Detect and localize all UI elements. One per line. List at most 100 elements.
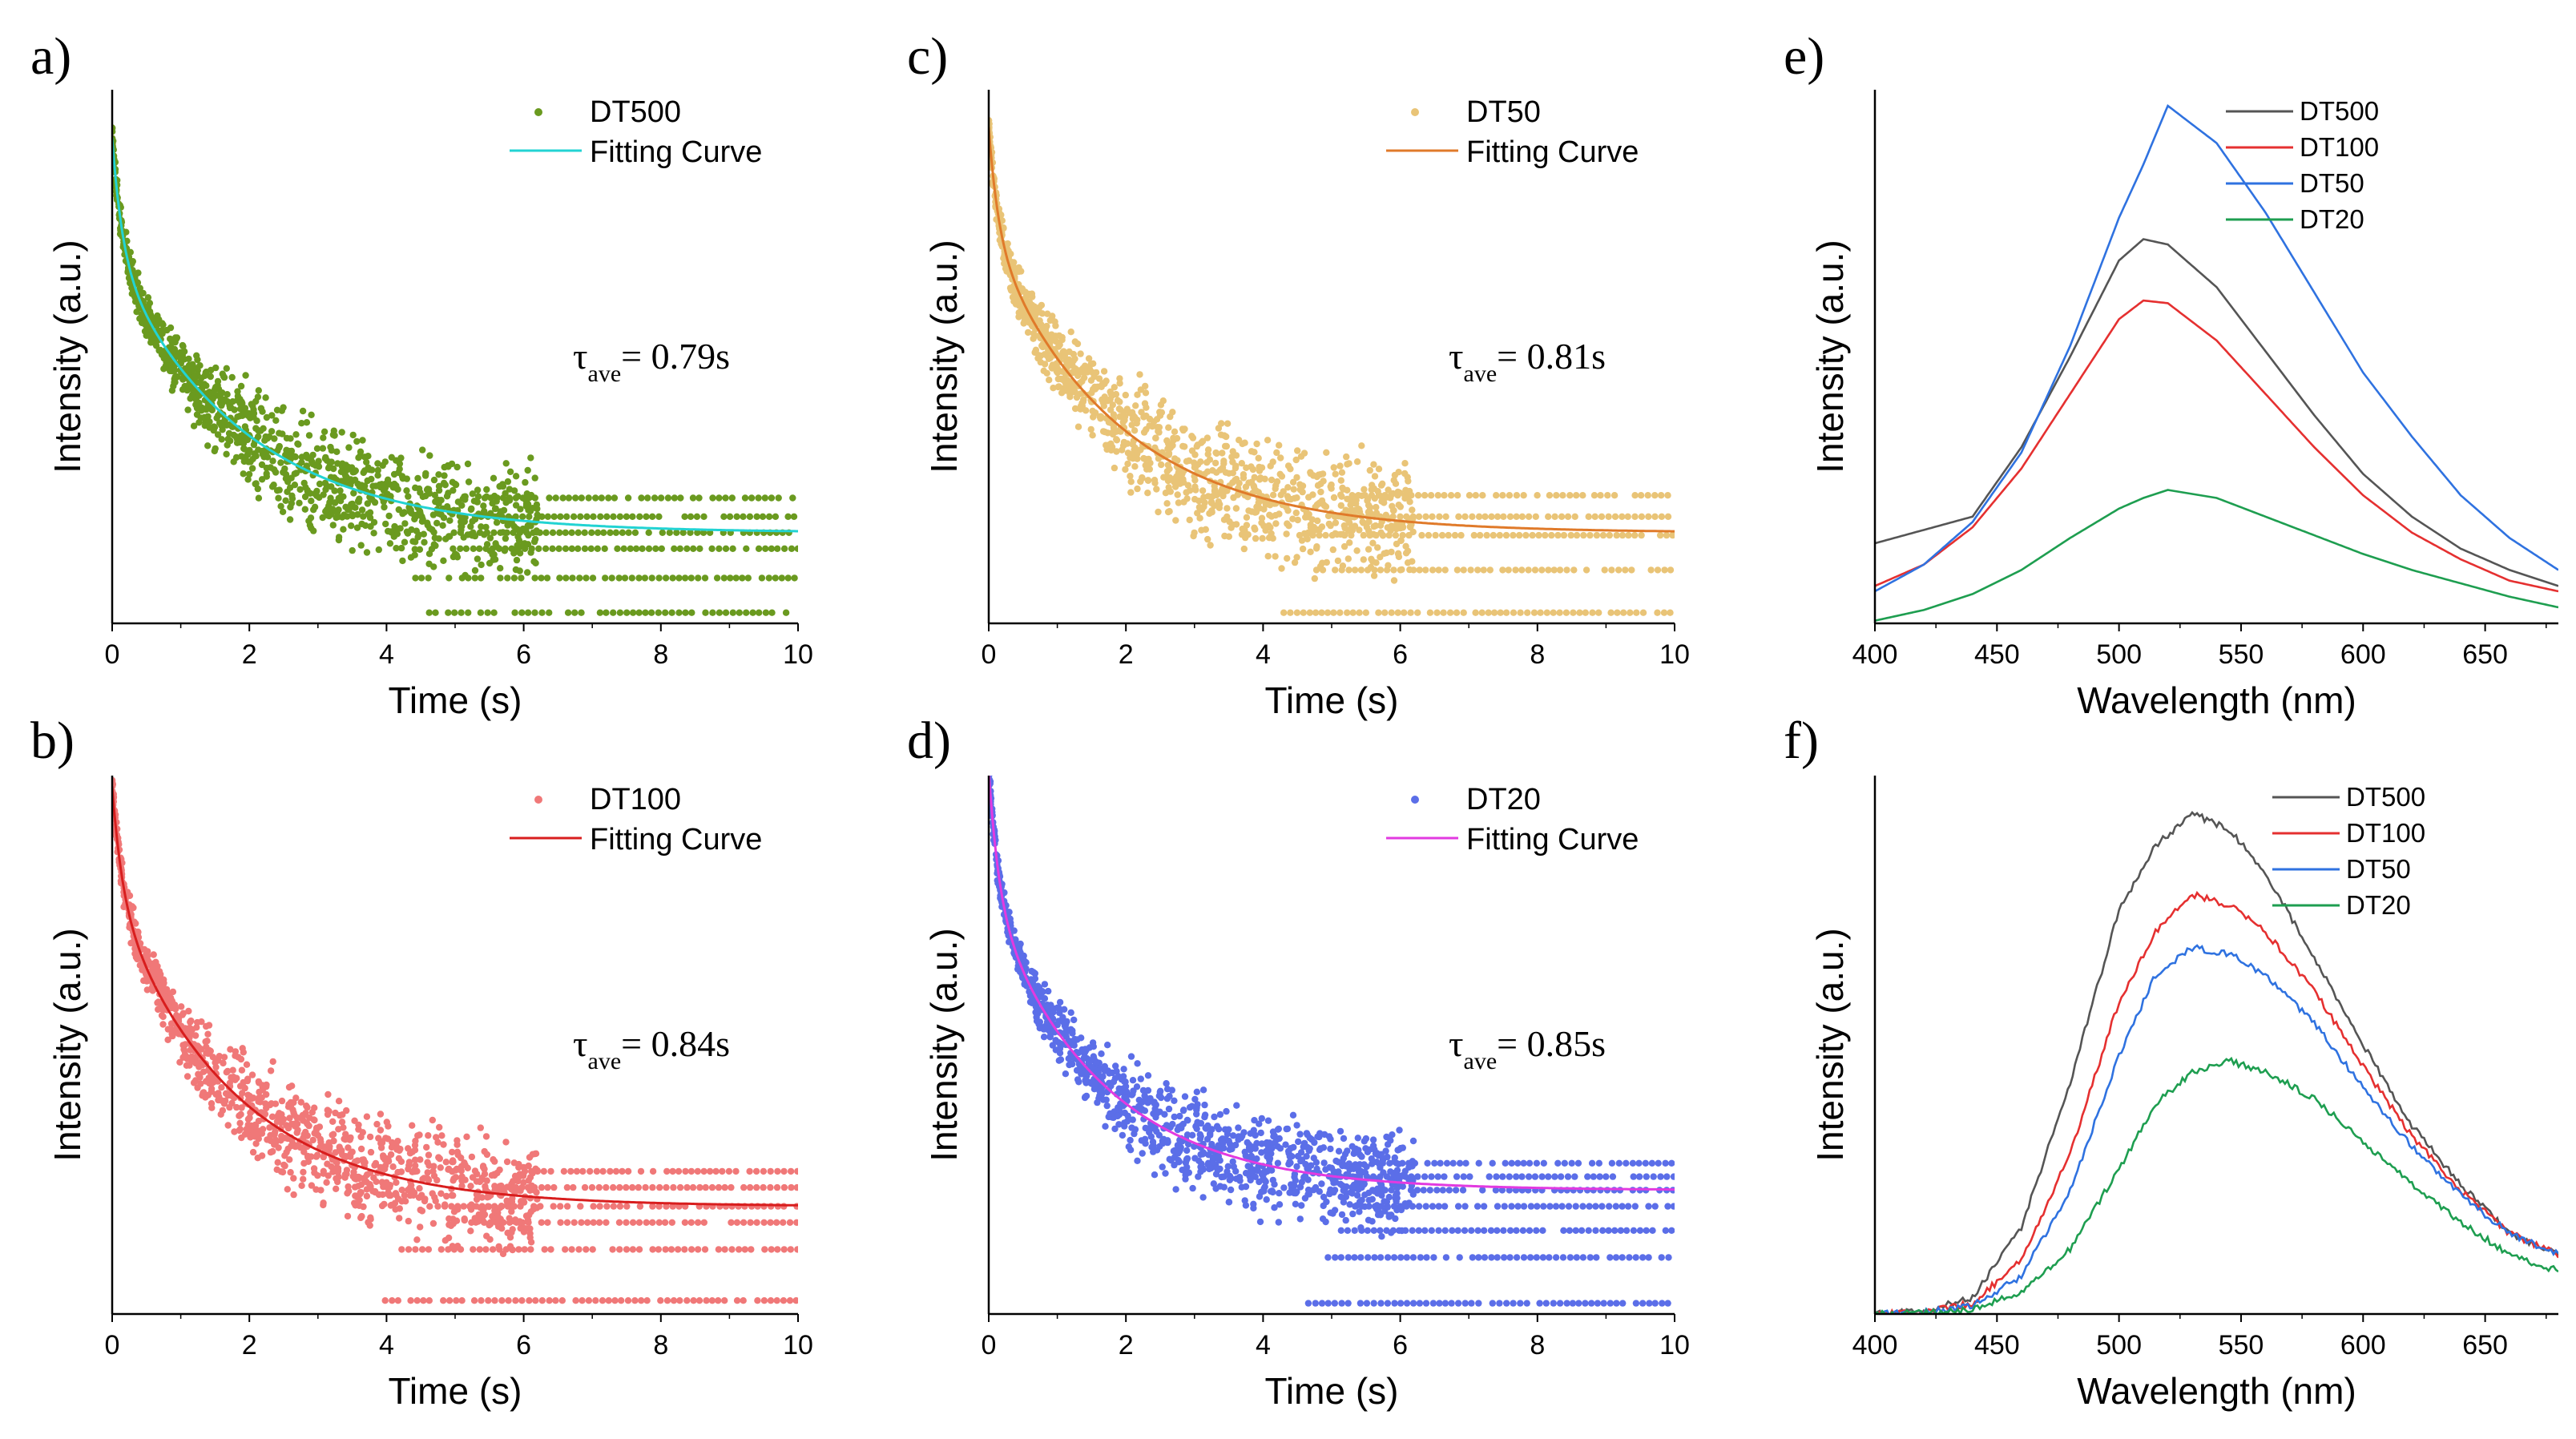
data-point [1348,1190,1356,1197]
data-point [1204,535,1211,543]
data-point [300,1148,308,1155]
data-point [574,529,582,536]
data-point [224,1122,232,1129]
data-point [683,1297,691,1304]
data-point [635,1183,642,1191]
data-point [1269,1176,1277,1184]
data-point [429,1167,437,1175]
data-point [490,474,498,482]
data-point [424,519,431,526]
data-point [542,529,550,536]
data-point [739,574,746,582]
data-point [733,1297,741,1304]
data-point [328,483,335,490]
data-point [1180,498,1187,506]
data-point [1197,1168,1204,1175]
data-point [667,1246,675,1253]
data-point [252,480,260,487]
data-point [367,1183,374,1190]
data-point [1303,509,1310,516]
data-point [722,545,730,552]
data-point [1127,1147,1135,1154]
data-point [1394,609,1401,616]
data-point [314,1131,322,1139]
panel-label: d) [907,711,951,770]
plot-area [989,776,1675,1307]
data-point [756,609,763,616]
data-point [1264,1117,1272,1124]
data-point [610,513,617,520]
data-point [379,462,386,470]
data-point [571,609,578,616]
data-point [271,1131,278,1139]
data-point [345,1144,352,1151]
data-point [570,513,578,520]
data-point [298,420,305,427]
data-point [628,574,635,582]
data-point [1172,517,1179,524]
data-point [1258,514,1266,522]
data-point [518,1297,526,1304]
data-point [265,433,273,441]
data-point [521,545,529,552]
data-point [1442,513,1449,520]
data-point [268,412,276,419]
data-point [1243,464,1250,471]
scatter-points [112,124,798,616]
data-point [733,513,740,520]
data-point [1119,442,1127,449]
data-point [526,1234,534,1241]
data-point [598,494,605,502]
data-point [294,1127,301,1134]
data-point [279,508,287,515]
data-point [440,557,447,564]
data-point [1529,531,1536,539]
data-point [171,334,179,341]
y-axis-title: Intensity (a.u.) [923,240,965,473]
data-point [720,513,728,520]
data-point [335,1098,343,1105]
data-point [1624,513,1631,520]
data-point [565,494,573,502]
data-point [549,529,557,536]
data-point [445,574,453,582]
data-point [1446,609,1454,616]
data-point [593,1167,601,1175]
data-point [1317,488,1324,496]
data-point [375,546,382,554]
data-point [658,545,665,552]
data-point [397,454,405,462]
data-point [1134,416,1141,424]
data-point [1287,466,1294,473]
data-point [262,1100,269,1107]
data-point [784,513,792,520]
data-point [1558,513,1566,520]
data-point [1553,492,1560,499]
data-point [746,1167,753,1175]
data-point [1445,531,1452,539]
data-point [144,294,152,301]
data-point [793,1219,798,1226]
data-point [694,1167,701,1175]
data-point [1087,377,1095,384]
data-point [1550,609,1557,616]
data-point [1212,449,1219,457]
data-point [342,1131,349,1138]
panel-label: c) [907,27,948,86]
data-point [394,1297,401,1304]
data-point [425,1151,433,1159]
data-point [1622,566,1629,574]
data-point [639,545,646,552]
data-point [477,609,485,616]
data-point [709,609,716,616]
data-point [562,545,570,552]
data-point [794,1246,798,1253]
data-point [592,1297,599,1304]
data-point [381,1297,389,1304]
data-point [1074,423,1082,430]
data-point [1223,420,1232,427]
data-point [1002,260,1009,267]
data-point [498,1225,506,1232]
data-point [1277,454,1284,462]
data-point [353,524,361,531]
